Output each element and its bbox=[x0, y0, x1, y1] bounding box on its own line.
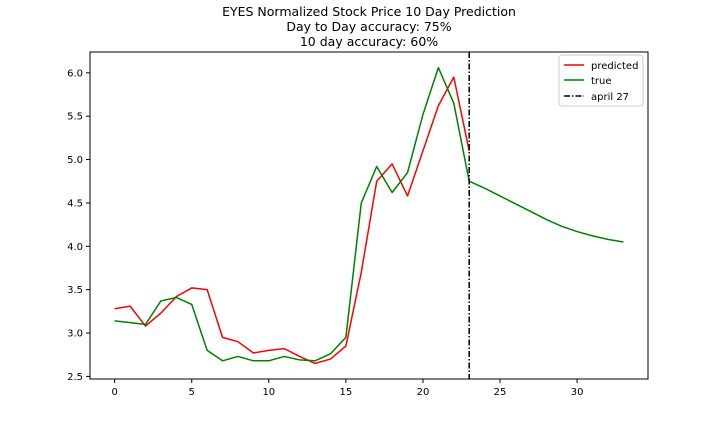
y-tick-label: 4.5 bbox=[67, 198, 83, 209]
y-tick-label: 5.0 bbox=[67, 155, 83, 166]
x-axis-ticks: 0 5 10 15 20 25 30 bbox=[111, 379, 583, 398]
axes bbox=[89, 51, 649, 380]
title-line-3: 10 day accuracy: 60% bbox=[300, 34, 438, 49]
series-line-predicted bbox=[114, 76, 470, 365]
x-tick-label: 30 bbox=[571, 387, 584, 398]
x-tick-label: 25 bbox=[494, 387, 507, 398]
axes-frame bbox=[89, 51, 649, 380]
legend-label-april-27: april 27 bbox=[591, 92, 629, 103]
x-tick-label: 20 bbox=[417, 387, 430, 398]
legend-label-predicted: predicted bbox=[591, 61, 638, 72]
y-tick-label: 2.5 bbox=[67, 372, 83, 383]
chart-title: EYES Normalized Stock Price 10 Day Predi… bbox=[222, 4, 516, 49]
y-tick-label: 3.5 bbox=[67, 285, 83, 296]
y-tick-label: 5.5 bbox=[67, 112, 83, 123]
title-line-2: Day to Day accuracy: 75% bbox=[286, 19, 451, 34]
y-tick-label: 3.0 bbox=[67, 329, 83, 340]
legend: predicted true april 27 bbox=[558, 54, 644, 107]
legend-label-true: true bbox=[591, 76, 612, 87]
title-line-1: EYES Normalized Stock Price 10 Day Predi… bbox=[222, 4, 516, 19]
y-tick-label: 6.0 bbox=[67, 68, 83, 79]
plot-area bbox=[114, 52, 624, 379]
x-tick-label: 0 bbox=[111, 387, 117, 398]
x-tick-label: 10 bbox=[262, 387, 275, 398]
x-tick-label: 15 bbox=[340, 387, 353, 398]
x-tick-label: 5 bbox=[189, 387, 195, 398]
legend-box bbox=[558, 54, 644, 107]
series-line-true bbox=[114, 66, 624, 362]
y-tick-label: 4.0 bbox=[67, 242, 83, 253]
y-axis-ticks: 2.5 3.0 3.5 4.0 4.5 5.0 5.5 6.0 bbox=[67, 68, 90, 383]
